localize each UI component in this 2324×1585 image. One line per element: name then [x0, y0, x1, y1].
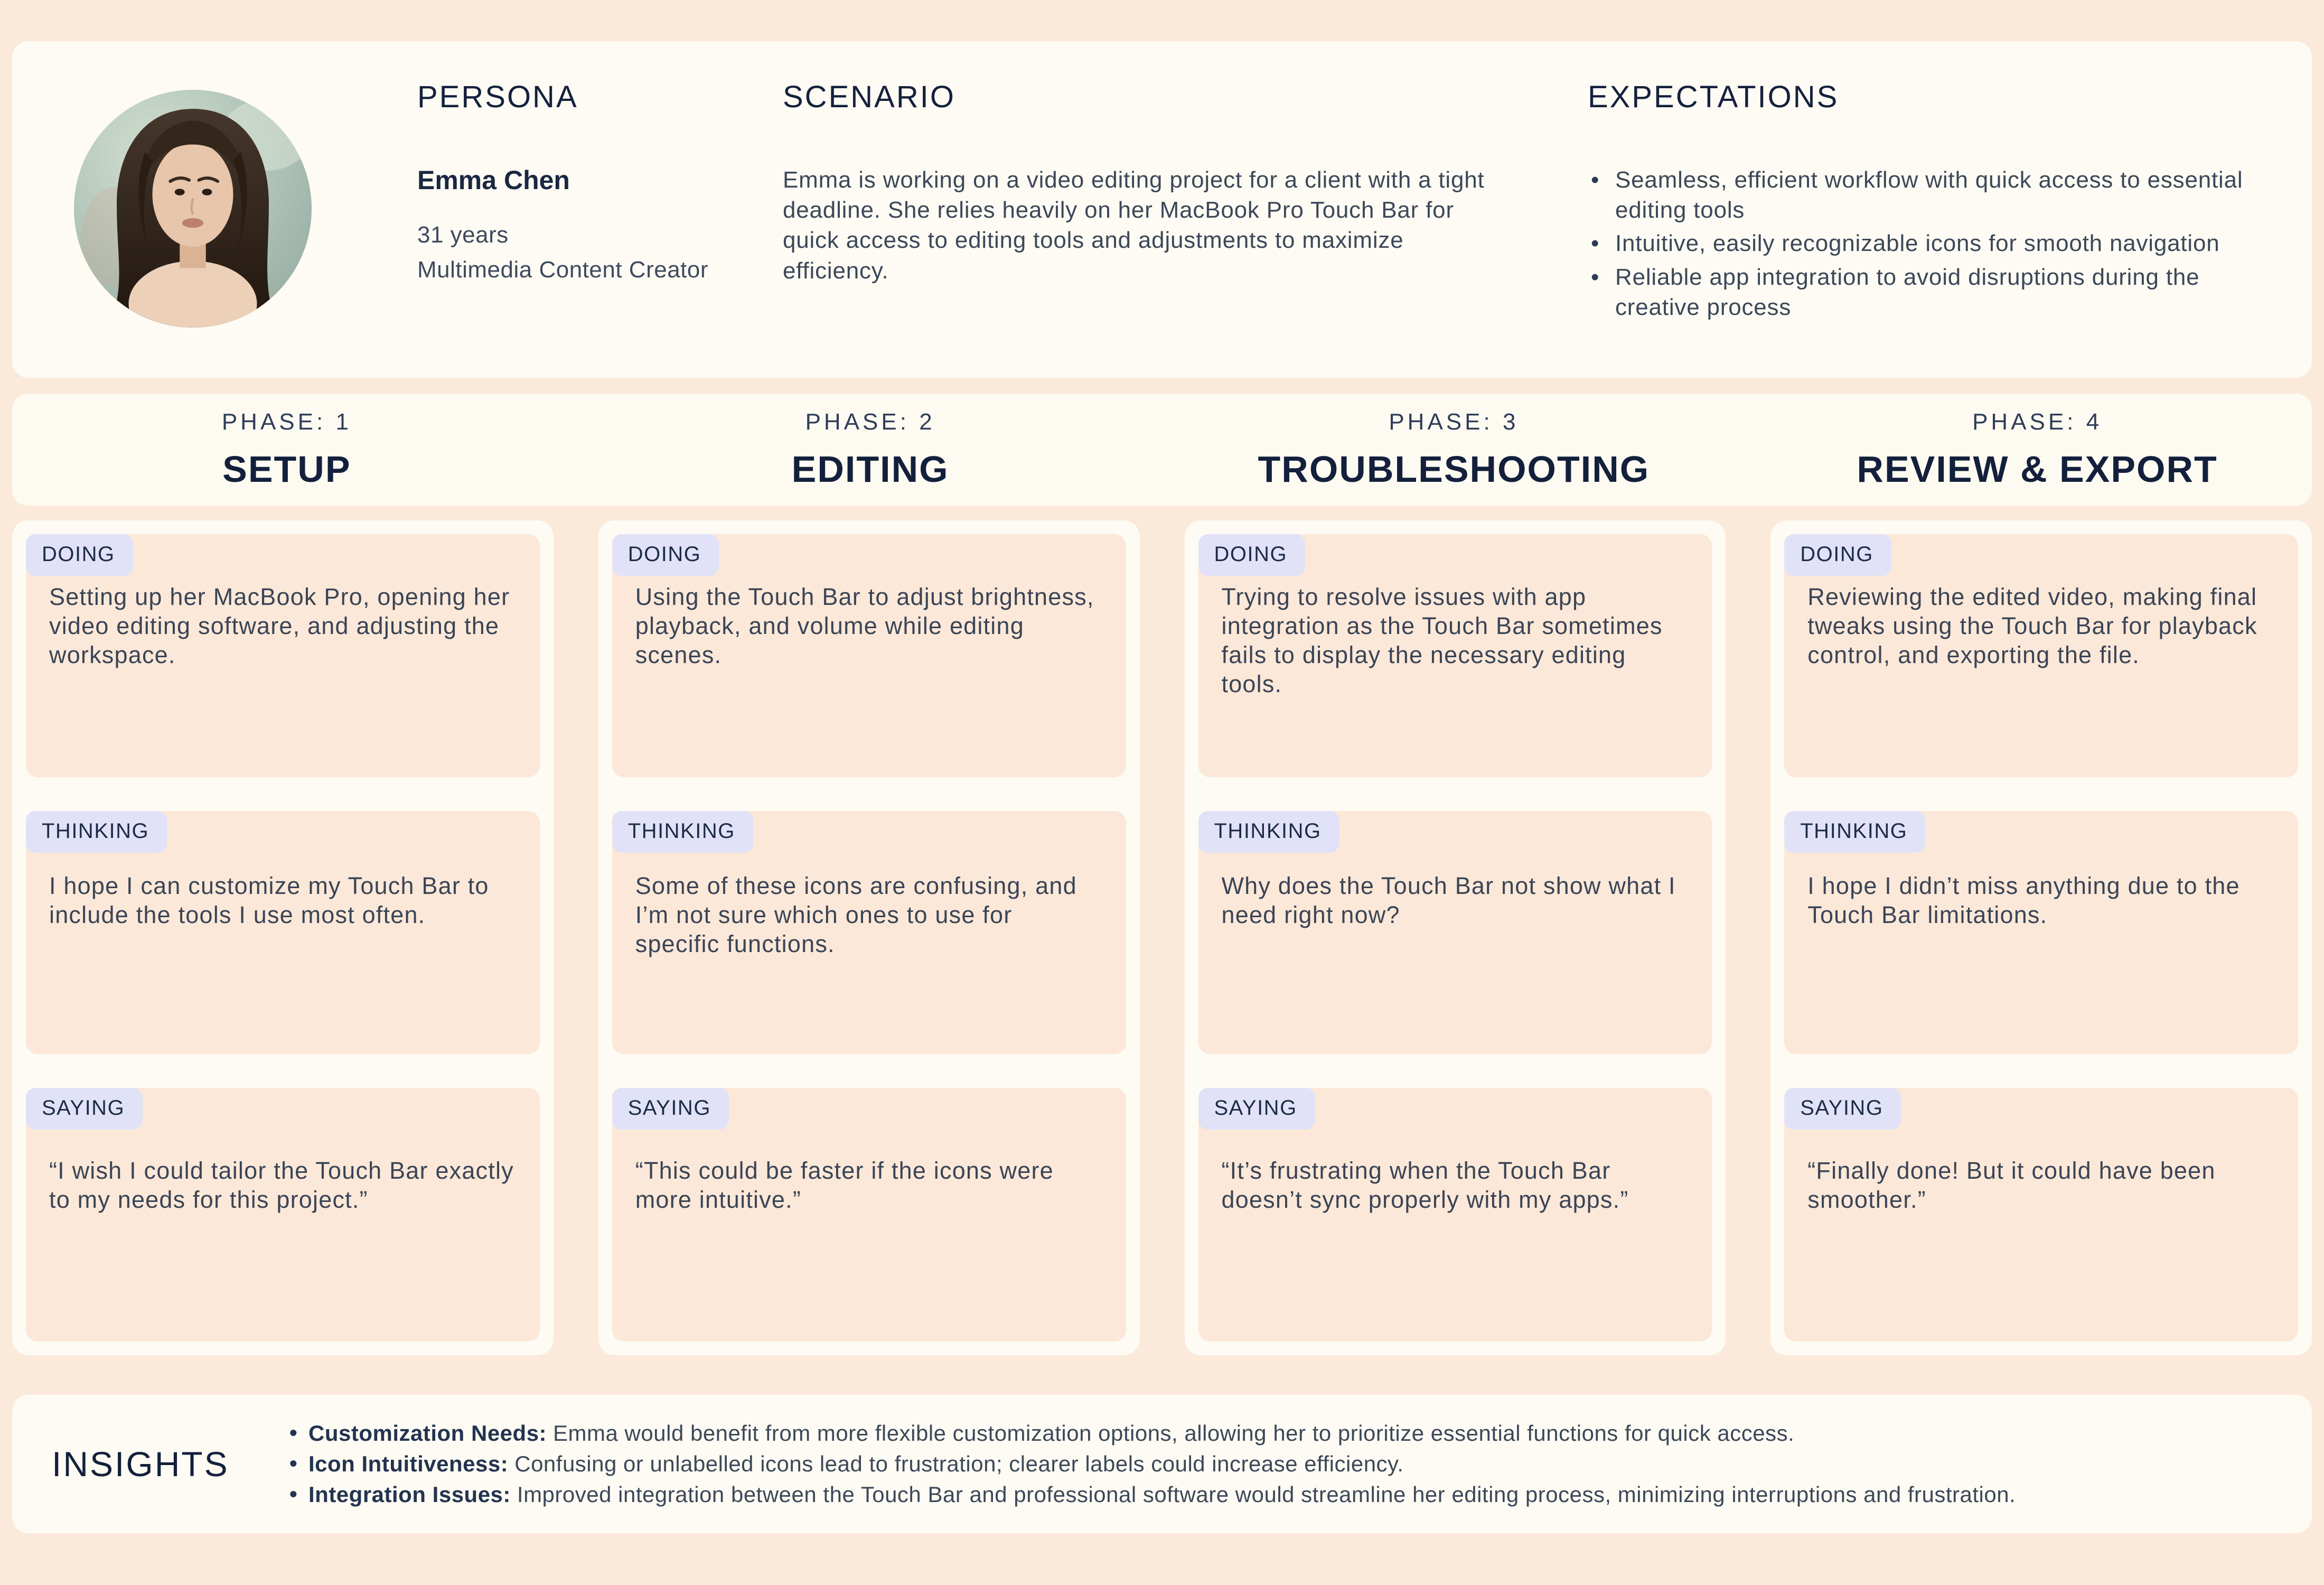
expectation-item: Intuitive, easily recognizable icons for…: [1588, 228, 2264, 258]
doing-chip: DOING: [612, 534, 719, 576]
saying-text: “This could be faster if the icons were …: [635, 1157, 1054, 1213]
thinking-chip: THINKING: [1198, 811, 1339, 853]
insight-item: Integration Issues:Improved integration …: [284, 1479, 2243, 1510]
thinking-card: THINKING Why does the Touch Bar not show…: [1198, 811, 1712, 1054]
doing-card: DOING Using the Touch Bar to adjust brig…: [612, 534, 1126, 777]
saying-chip: SAYING: [1198, 1088, 1315, 1130]
expectations-title: EXPECTATIONS: [1588, 80, 1839, 114]
journey-columns: DOING Setting up her MacBook Pro, openin…: [12, 520, 2312, 1355]
insight-lead: Icon Intuitiveness:: [308, 1451, 509, 1477]
phase-band: PHASE: 1 SETUP PHASE: 2 EDITING PHASE: 3…: [12, 394, 2312, 506]
saying-text: “It’s frustrating when the Touch Bar doe…: [1221, 1157, 1629, 1213]
thinking-chip: THINKING: [26, 811, 167, 853]
phase-header-setup: PHASE: 1 SETUP: [17, 409, 556, 490]
insights-list: Customization Needs:Emma would benefit f…: [284, 1418, 2243, 1510]
header-panel: PERSONA Emma Chen 31 years Multimedia Co…: [12, 41, 2312, 378]
phase-kicker: PHASE: 4: [1972, 409, 2103, 435]
saying-card: SAYING “I wish I could tailor the Touch …: [26, 1088, 540, 1341]
saying-chip: SAYING: [26, 1088, 143, 1130]
thinking-chip: THINKING: [1784, 811, 1926, 853]
insight-item: Icon Intuitiveness:Confusing or unlabell…: [284, 1448, 2243, 1479]
phase-kicker: PHASE: 3: [1389, 409, 1519, 435]
persona-role: Multimedia Content Creator: [417, 257, 709, 283]
scenario-section: SCENARIO Emma is working on a video edit…: [783, 73, 1485, 346]
phase-column-review-export: DOING Reviewing the edited video, making…: [1770, 520, 2312, 1355]
doing-text: Trying to resolve issues with app integr…: [1221, 583, 1663, 697]
doing-text: Setting up her MacBook Pro, opening her …: [49, 583, 510, 668]
phase-column-editing: DOING Using the Touch Bar to adjust brig…: [598, 520, 1140, 1355]
persona-meta: 31 years Multimedia Content Creator: [417, 218, 713, 287]
expectation-item: Reliable app integration to avoid disrup…: [1588, 262, 2264, 322]
phase-header-troubleshooting: PHASE: 3 TROUBLESHOOTING: [1185, 409, 1723, 490]
persona-section: PERSONA Emma Chen 31 years Multimedia Co…: [417, 73, 713, 346]
doing-chip: DOING: [1784, 534, 1891, 576]
thinking-card: THINKING I hope I can customize my Touch…: [26, 811, 540, 1054]
expectations-section: EXPECTATIONS Seamless, efficient workflo…: [1588, 73, 2264, 346]
saying-chip: SAYING: [612, 1088, 729, 1130]
insight-text: Improved integration between the Touch B…: [517, 1481, 2016, 1507]
doing-text: Using the Touch Bar to adjust brightness…: [635, 583, 1094, 668]
scenario-text: Emma is working on a video editing proje…: [783, 167, 1485, 284]
phase-header-review-export: PHASE: 4 REVIEW & EXPORT: [1768, 409, 2307, 490]
avatar: [74, 90, 312, 328]
persona-name: Emma Chen: [417, 165, 570, 195]
expectations-list: Seamless, efficient workflow with quick …: [1588, 165, 2264, 322]
phase-name: TROUBLESHOOTING: [1258, 449, 1650, 490]
phase-column-troubleshooting: DOING Trying to resolve issues with app …: [1184, 520, 1726, 1355]
scenario-title: SCENARIO: [783, 80, 955, 114]
saying-card: SAYING “It’s frustrating when the Touch …: [1198, 1088, 1712, 1341]
thinking-card: THINKING Some of these icons are confusi…: [612, 811, 1126, 1054]
saying-text: “Finally done! But it could have been sm…: [1807, 1157, 2216, 1213]
saying-chip: SAYING: [1784, 1088, 1901, 1130]
phase-header-editing: PHASE: 2 EDITING: [601, 409, 1140, 490]
doing-text: Reviewing the edited video, making final…: [1807, 583, 2257, 668]
doing-card: DOING Setting up her MacBook Pro, openin…: [26, 534, 540, 777]
insights-panel: INSIGHTS Customization Needs:Emma would …: [12, 1395, 2312, 1533]
insight-lead: Integration Issues:: [308, 1481, 511, 1507]
doing-card: DOING Reviewing the edited video, making…: [1784, 534, 2298, 777]
phase-column-setup: DOING Setting up her MacBook Pro, openin…: [12, 520, 554, 1355]
thinking-card: THINKING I hope I didn’t miss anything d…: [1784, 811, 2298, 1054]
thinking-text: I hope I can customize my Touch Bar to i…: [49, 872, 489, 928]
insight-item: Customization Needs:Emma would benefit f…: [284, 1418, 2243, 1449]
phase-kicker: PHASE: 2: [805, 409, 935, 435]
persona-title: PERSONA: [417, 80, 578, 114]
thinking-text: I hope I didn’t miss anything due to the…: [1807, 872, 2240, 928]
saying-card: SAYING “Finally done! But it could have …: [1784, 1088, 2298, 1341]
doing-card: DOING Trying to resolve issues with app …: [1198, 534, 1712, 777]
saying-text: “I wish I could tailor the Touch Bar exa…: [49, 1157, 514, 1213]
doing-chip: DOING: [1198, 534, 1306, 576]
thinking-text: Why does the Touch Bar not show what I n…: [1221, 872, 1676, 928]
phase-name: SETUP: [222, 449, 351, 490]
insights-title: INSIGHTS: [52, 1444, 229, 1484]
insight-lead: Customization Needs:: [308, 1421, 547, 1446]
expectation-item: Seamless, efficient workflow with quick …: [1588, 165, 2264, 225]
thinking-chip: THINKING: [612, 811, 753, 853]
phase-name: REVIEW & EXPORT: [1857, 449, 2218, 490]
thinking-text: Some of these icons are confusing, and I…: [635, 872, 1077, 957]
doing-chip: DOING: [26, 534, 133, 576]
phase-name: EDITING: [791, 449, 949, 490]
insight-text: Confusing or unlabelled icons lead to fr…: [514, 1451, 1404, 1477]
insight-text: Emma would benefit from more flexible cu…: [553, 1421, 1795, 1446]
persona-age: 31 years: [417, 222, 509, 248]
phase-kicker: PHASE: 1: [221, 409, 352, 435]
saying-card: SAYING “This could be faster if the icon…: [612, 1088, 1126, 1341]
avatar-illustration: [74, 90, 312, 328]
